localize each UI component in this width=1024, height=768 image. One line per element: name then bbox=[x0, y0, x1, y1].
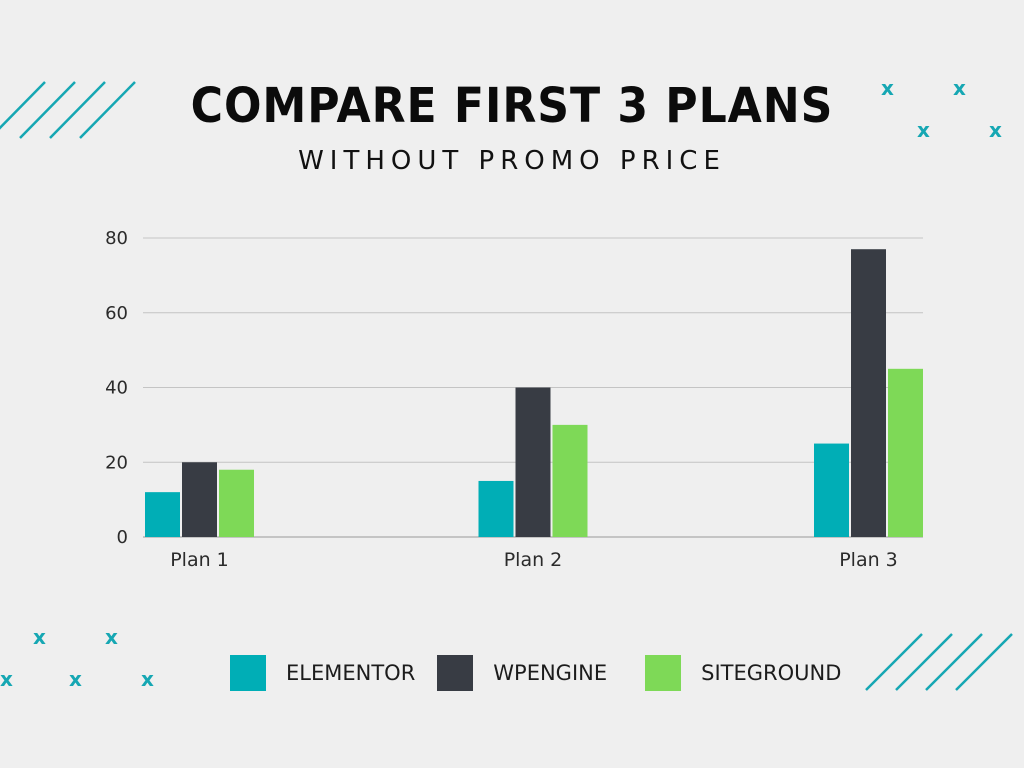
bar-elementor-plan-3 bbox=[814, 443, 849, 537]
legend-swatch bbox=[230, 655, 266, 691]
legend-label: ELEMENTOR bbox=[286, 661, 416, 685]
bar-siteground-plan-2 bbox=[552, 424, 588, 537]
x-tick-label: Plan 3 bbox=[839, 549, 898, 571]
decor-x-mark: x bbox=[69, 667, 82, 691]
top-left-stripes-decoration bbox=[0, 81, 136, 139]
decor-x-mark: x bbox=[917, 118, 930, 142]
decor-x-mark: x bbox=[953, 76, 966, 100]
x-tick-label: Plan 1 bbox=[170, 549, 229, 571]
y-tick-label: 60 bbox=[105, 303, 128, 324]
legend-swatch bbox=[645, 655, 682, 691]
bar-siteground-plan-3 bbox=[888, 368, 923, 537]
bar-siteground-plan-1 bbox=[219, 469, 254, 537]
bar-wpengine-plan-2 bbox=[515, 387, 551, 537]
x-tick-label: Plan 2 bbox=[504, 549, 563, 571]
legend-item: ELEMENTOR bbox=[230, 655, 415, 691]
y-tick-label: 0 bbox=[117, 527, 128, 548]
decor-x-mark: x bbox=[105, 625, 118, 649]
y-tick-label: 20 bbox=[105, 452, 128, 473]
y-tick-label: 80 bbox=[105, 228, 128, 249]
bar-chart: 0 20 40 60 80 Plan 1 Plan 2 Plan 3 bbox=[105, 228, 923, 571]
bar-elementor-plan-2 bbox=[478, 480, 514, 537]
bar-elementor-plan-1 bbox=[145, 492, 180, 537]
legend-swatch bbox=[437, 655, 474, 691]
y-axis-ticks: 0 20 40 60 80 bbox=[105, 228, 128, 548]
decor-x-mark: x bbox=[989, 118, 1002, 142]
x-axis-labels: Plan 1 Plan 2 Plan 3 bbox=[170, 549, 898, 571]
legend-label: WPENGINE bbox=[493, 661, 608, 685]
decor-x-mark: x bbox=[0, 667, 13, 691]
legend-item: WPENGINE bbox=[437, 655, 607, 691]
legend-item: SITEGROUND bbox=[645, 655, 841, 691]
y-tick-label: 40 bbox=[105, 378, 128, 399]
bar-wpengine-plan-1 bbox=[182, 462, 217, 537]
decor-x-mark: x bbox=[33, 625, 46, 649]
chart-title: COMPARE FIRST 3 PLANS bbox=[190, 78, 834, 134]
chart-bars bbox=[145, 249, 923, 537]
chart-subtitle: WITHOUT PROMO PRICE bbox=[298, 146, 726, 176]
bottom-right-stripes-decoration bbox=[865, 633, 1013, 691]
bar-wpengine-plan-3 bbox=[851, 249, 886, 537]
legend-label: SITEGROUND bbox=[701, 661, 842, 685]
decor-x-mark: x bbox=[141, 667, 154, 691]
decor-x-mark: x bbox=[881, 76, 894, 100]
chart-legend: ELEMENTOR WPENGINE SITEGROUND bbox=[230, 654, 863, 692]
